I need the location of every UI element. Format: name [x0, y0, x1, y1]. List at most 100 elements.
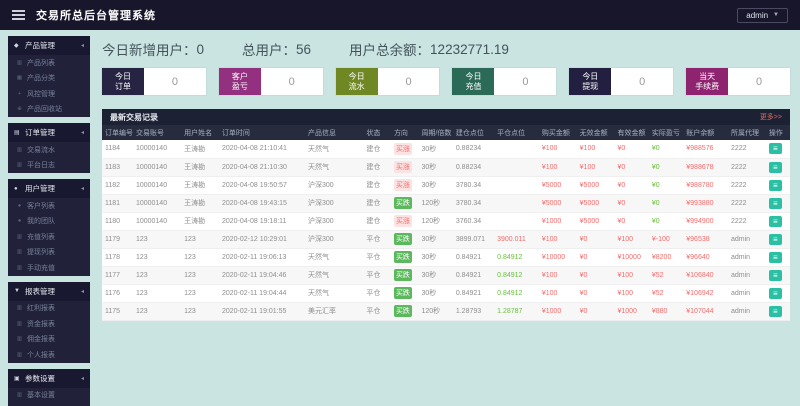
sidebar-item[interactable]: ● 我的团队: [8, 214, 90, 230]
sidebar-item[interactable]: ▥ 产品列表: [8, 55, 90, 71]
layout: ◆ 产品管理 ◂ ▥ 产品列表 ▦ 产品分类 + 风控管理 ⊕ 产品回收站 ▤ 订单管理 ◂ ▥ 交易流水 ▥ 平…: [0, 30, 800, 406]
sidebar-item[interactable]: ▥ 个人报表: [8, 347, 90, 363]
sidebar-item[interactable]: ▥ 手动充值: [8, 260, 90, 276]
sidebar-section: ▤ 订单管理 ◂ ▥ 交易流水 ▥ 平台日志: [8, 123, 90, 173]
stat-boxes-row: 今日 订单 0 客户 盈亏 0 今日 流水 0 今日 充值 0 今日 提现 0 当天 手续费 0: [102, 68, 790, 95]
valid-amount: ¥0: [614, 158, 649, 177]
order-time: 2020-02-11 19:06:13: [218, 248, 305, 267]
detail-button[interactable]: ≡: [768, 305, 782, 317]
summary-stat-value: 12232771.19: [430, 41, 509, 57]
table-row: 1176 123 123 2020-02-11 19:04:44 天然气 平仓 买跌 30秒 0…: [102, 284, 790, 303]
sidebar-item-label: 产品分类: [27, 75, 55, 83]
user-name: 王涛勘: [181, 140, 219, 159]
action-cell: ≡: [765, 248, 790, 267]
detail-button[interactable]: ≡: [768, 143, 782, 155]
stat-box: 今日 流水 0: [335, 68, 440, 95]
order-time: 2020-02-12 10:29:01: [218, 230, 305, 249]
buy-amount: ¥100: [538, 266, 577, 285]
order-id: 1178: [102, 248, 133, 267]
sidebar-item[interactable]: ▦ 产品分类: [8, 71, 90, 87]
sidebar-item[interactable]: + 风控管理: [8, 86, 90, 102]
direction-cell: 买跌: [390, 248, 419, 267]
actual-pnl: ¥0: [648, 158, 684, 177]
sidebar-item-label: 手动充值: [27, 264, 55, 272]
column-header: 订单编号: [102, 125, 133, 140]
sidebar-section-header[interactable]: ▣ 参数设置 ◂: [8, 368, 90, 388]
agent: admin: [727, 248, 766, 267]
buy-amount: ¥100: [538, 230, 577, 249]
detail-button[interactable]: ≡: [768, 269, 782, 281]
order-time: 2020-04-08 19:18:11: [218, 212, 305, 231]
direction-badge: 买跌: [393, 233, 412, 245]
sidebar-item[interactable]: ▥ 资金报表: [8, 316, 90, 332]
more-link[interactable]: 更多>>: [759, 114, 782, 121]
menu-icon[interactable]: [12, 10, 25, 20]
stat-box-value: 0: [755, 75, 763, 88]
sidebar-section-header[interactable]: ◆ 产品管理 ◂: [8, 36, 90, 55]
close-price: 1.28787: [494, 302, 539, 321]
invalid-amount: ¥5000: [576, 194, 615, 213]
table-header-row: 订单编号 交易账号 用户姓名 订单时间 产品信息 状态 方向 周期/倍数 建仓点位 平仓点位 购买金…: [102, 125, 790, 140]
product: 沪深300: [304, 176, 364, 195]
sidebar-item[interactable]: ⊕ 产品回收站: [8, 102, 90, 118]
direction-badge: 买涨: [393, 215, 412, 227]
invalid-amount: ¥100: [576, 140, 615, 159]
sidebar-item-label: 客户列表: [27, 202, 55, 210]
actual-pnl: ¥0: [648, 194, 684, 213]
sidebar-item[interactable]: ▥ 佣金报表: [8, 332, 90, 348]
table-row: 1177 123 123 2020-02-11 19:04:46 天然气 平仓 买跌 30秒 0…: [102, 266, 790, 285]
list-icon: ▥: [16, 264, 23, 271]
product: 沪深300: [304, 194, 364, 213]
table-body: 1184 10000140 王涛勘 2020-04-08 21:10:41 天然气 建仓买…: [102, 140, 790, 321]
table-row: 1181 10000140 王涛勘 2020-04-08 19:43:15 沪深300 建…: [102, 194, 790, 213]
invalid-amount: ¥0: [576, 302, 615, 321]
buy-amount: ¥1000: [538, 212, 577, 231]
sidebar-item[interactable]: ● 客户列表: [8, 198, 90, 214]
valid-amount: ¥100: [614, 284, 649, 303]
direction-badge: 买跌: [393, 305, 412, 317]
agent: 2222: [727, 140, 766, 159]
order-id: 1179: [102, 230, 133, 249]
stat-box-label: 今日 提现: [569, 68, 612, 95]
sidebar-item[interactable]: ▥ 红利报表: [8, 301, 90, 317]
detail-button[interactable]: ≡: [768, 287, 782, 299]
sidebar-item[interactable]: ▥ 交易流水: [8, 142, 90, 158]
sidebar-section-header[interactable]: ▼ 报表管理 ◂: [8, 281, 90, 301]
detail-button[interactable]: ≡: [768, 215, 782, 227]
sidebar-item-label: 资金报表: [27, 320, 55, 328]
sidebar-section-header[interactable]: ● 用户管理 ◂: [8, 179, 90, 198]
order-id: 1177: [102, 266, 133, 285]
stat-box-value: 0: [639, 75, 646, 88]
stat-box-label: 今日 流水: [335, 68, 378, 95]
user-name: 123: [181, 230, 219, 249]
detail-button[interactable]: ≡: [768, 233, 782, 245]
user-menu-button[interactable]: admin ▼: [737, 7, 788, 23]
buy-amount: ¥1000: [538, 302, 577, 321]
action-cell: ≡: [765, 140, 790, 159]
direction-cell: 买跌: [390, 194, 419, 213]
detail-button[interactable]: ≡: [768, 179, 782, 191]
column-header: 状态: [363, 125, 391, 140]
sidebar-section-header[interactable]: ▤ 订单管理 ◂: [8, 123, 90, 142]
list-icon: ▥: [16, 146, 23, 153]
sidebar-item[interactable]: ▥ 基本设置: [8, 388, 90, 404]
stat-box-label: 今日 订单: [102, 68, 144, 95]
chevron-left-icon: ◂: [80, 186, 84, 192]
table-row: 1179 123 123 2020-02-12 10:29:01 沪深300 平仓 买跌 30…: [102, 230, 790, 249]
sidebar-item[interactable]: ▥ 充值列表: [8, 229, 90, 245]
column-header: 产品信息: [304, 125, 364, 140]
sidebar-item[interactable]: ▥ 平台日志: [8, 158, 90, 174]
sidebar-item[interactable]: ▥ 提现列表: [8, 245, 90, 261]
open-price: 3899.071: [452, 230, 495, 249]
user-name: 123: [181, 248, 219, 267]
status: 平仓: [363, 230, 391, 249]
open-price: 3780.34: [452, 194, 495, 213]
detail-button[interactable]: ≡: [768, 197, 782, 209]
sidebar-section-label: 用户管理: [25, 184, 55, 193]
list-icon: ▥: [16, 392, 23, 399]
list-icon: ▥: [16, 162, 23, 169]
period: 120秒: [418, 302, 453, 321]
detail-button[interactable]: ≡: [768, 161, 782, 173]
detail-button[interactable]: ≡: [768, 251, 782, 263]
user-name: 王涛勘: [181, 158, 219, 177]
